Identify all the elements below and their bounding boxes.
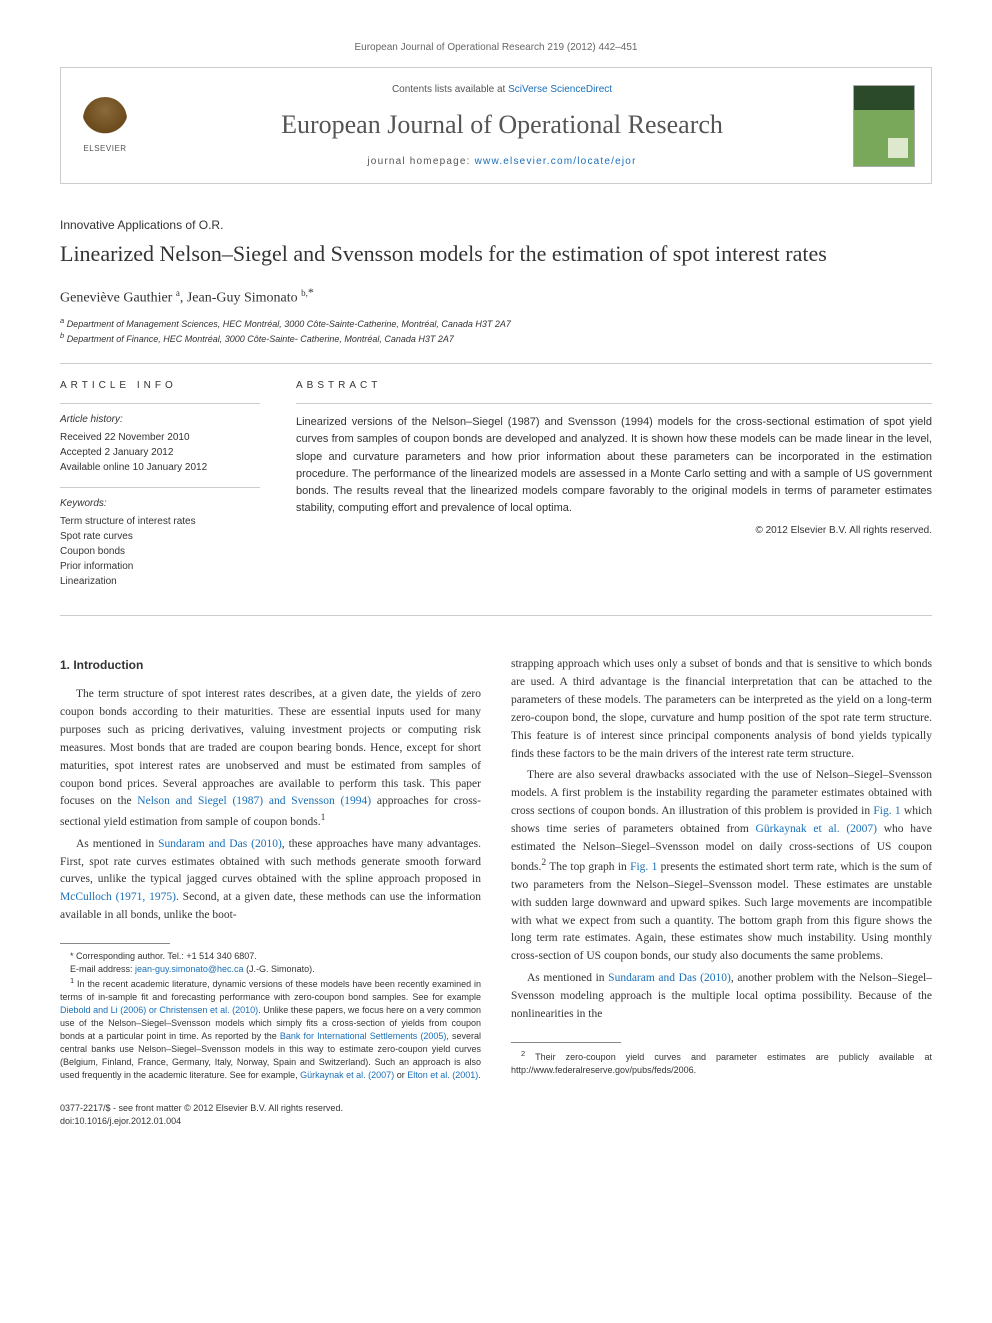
article-info-block: ARTICLE INFO Article history: Received 2… — [60, 378, 260, 601]
history-lines: Received 22 November 2010 Accepted 2 Jan… — [60, 430, 260, 475]
body-para: The term structure of spot interest rate… — [60, 686, 481, 831]
mid-divider — [60, 615, 932, 616]
abstract-divider — [296, 403, 932, 404]
affiliation-a: a Department of Management Sciences, HEC… — [60, 316, 932, 331]
info-divider-1 — [60, 403, 260, 404]
right-column: strapping approach which uses only a sub… — [511, 656, 932, 1127]
top-divider — [60, 363, 932, 364]
footnote-divider-right — [511, 1042, 621, 1043]
page-container: European Journal of Operational Research… — [0, 0, 992, 1167]
header-center: Contents lists available at SciVerse Sci… — [151, 82, 853, 169]
affiliation-b: b Department of Finance, HEC Montréal, 3… — [60, 331, 932, 346]
journal-reference-line: European Journal of Operational Research… — [60, 40, 932, 55]
contents-prefix: Contents lists available at — [392, 84, 508, 95]
info-abstract-row: ARTICLE INFO Article history: Received 2… — [60, 378, 932, 601]
elsevier-tree-icon — [83, 97, 127, 141]
authors-line: Geneviève Gauthier a, Jean-Guy Simonato … — [60, 283, 932, 309]
homepage-prefix: journal homepage: — [367, 156, 474, 167]
journal-title: European Journal of Operational Research — [151, 105, 853, 144]
footnote-divider-left — [60, 943, 170, 944]
history-label: Article history: — [60, 412, 260, 427]
keywords-label: Keywords: — [60, 496, 260, 511]
footnote-2: 2 Their zero-coupon yield curves and par… — [511, 1049, 932, 1077]
abstract-block: ABSTRACT Linearized versions of the Nels… — [296, 378, 932, 601]
journal-cover-thumbnail — [853, 85, 915, 167]
body-columns: 1. Introduction The term structure of sp… — [60, 656, 932, 1127]
sciencedirect-link[interactable]: SciVerse ScienceDirect — [508, 84, 612, 95]
affiliations: a Department of Management Sciences, HEC… — [60, 316, 932, 345]
left-column: 1. Introduction The term structure of sp… — [60, 656, 481, 1127]
article-section-label: Innovative Applications of O.R. — [60, 216, 932, 234]
body-para: As mentioned in Sundaram and Das (2010),… — [60, 836, 481, 925]
body-para: There are also several drawbacks associa… — [511, 767, 932, 966]
homepage-link[interactable]: www.elsevier.com/locate/ejor — [475, 156, 637, 167]
email-footnote: E-mail address: jean-guy.simonato@hec.ca… — [60, 963, 481, 976]
front-matter-text: 0377-2217/$ - see front matter © 2012 El… — [60, 1102, 481, 1115]
body-para: strapping approach which uses only a sub… — [511, 656, 932, 763]
elsevier-logo: ELSEVIER — [77, 94, 133, 158]
contents-available-line: Contents lists available at SciVerse Sci… — [151, 82, 853, 97]
abstract-text: Linearized versions of the Nelson–Siegel… — [296, 414, 932, 516]
body-para: As mentioned in Sundaram and Das (2010),… — [511, 970, 932, 1023]
keywords-lines: Term structure of interest rates Spot ra… — [60, 514, 260, 589]
section-1-heading: 1. Introduction — [60, 656, 481, 674]
elsevier-wordmark: ELSEVIER — [83, 143, 126, 155]
doi-line: doi:10.1016/j.ejor.2012.01.004 — [60, 1115, 481, 1128]
article-info-heading: ARTICLE INFO — [60, 378, 260, 393]
abstract-heading: ABSTRACT — [296, 378, 932, 393]
corresponding-author-footnote: * Corresponding author. Tel.: +1 514 340… — [60, 950, 481, 963]
homepage-line: journal homepage: www.elsevier.com/locat… — [151, 154, 853, 169]
journal-header-box: ELSEVIER Contents lists available at Sci… — [60, 67, 932, 184]
article-title: Linearized Nelson–Siegel and Svensson mo… — [60, 240, 932, 269]
info-divider-2 — [60, 487, 260, 488]
front-matter-line: 0377-2217/$ - see front matter © 2012 El… — [60, 1102, 481, 1127]
abstract-copyright: © 2012 Elsevier B.V. All rights reserved… — [296, 523, 932, 538]
footnote-1: 1 In the recent academic literature, dyn… — [60, 976, 481, 1082]
